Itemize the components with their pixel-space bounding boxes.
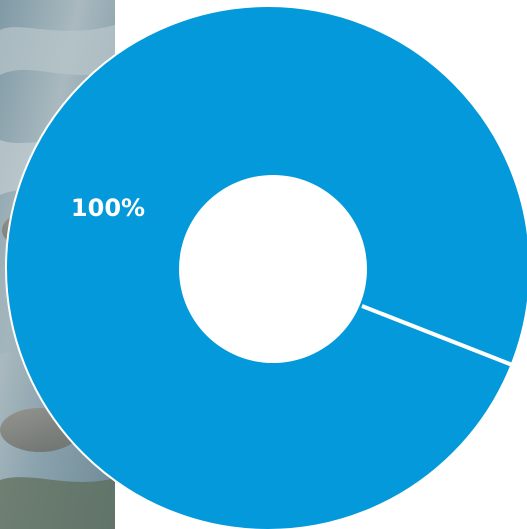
slice-label-0: 100% — [71, 194, 145, 222]
slice-separator — [361, 304, 521, 370]
donut-hole — [179, 175, 367, 363]
